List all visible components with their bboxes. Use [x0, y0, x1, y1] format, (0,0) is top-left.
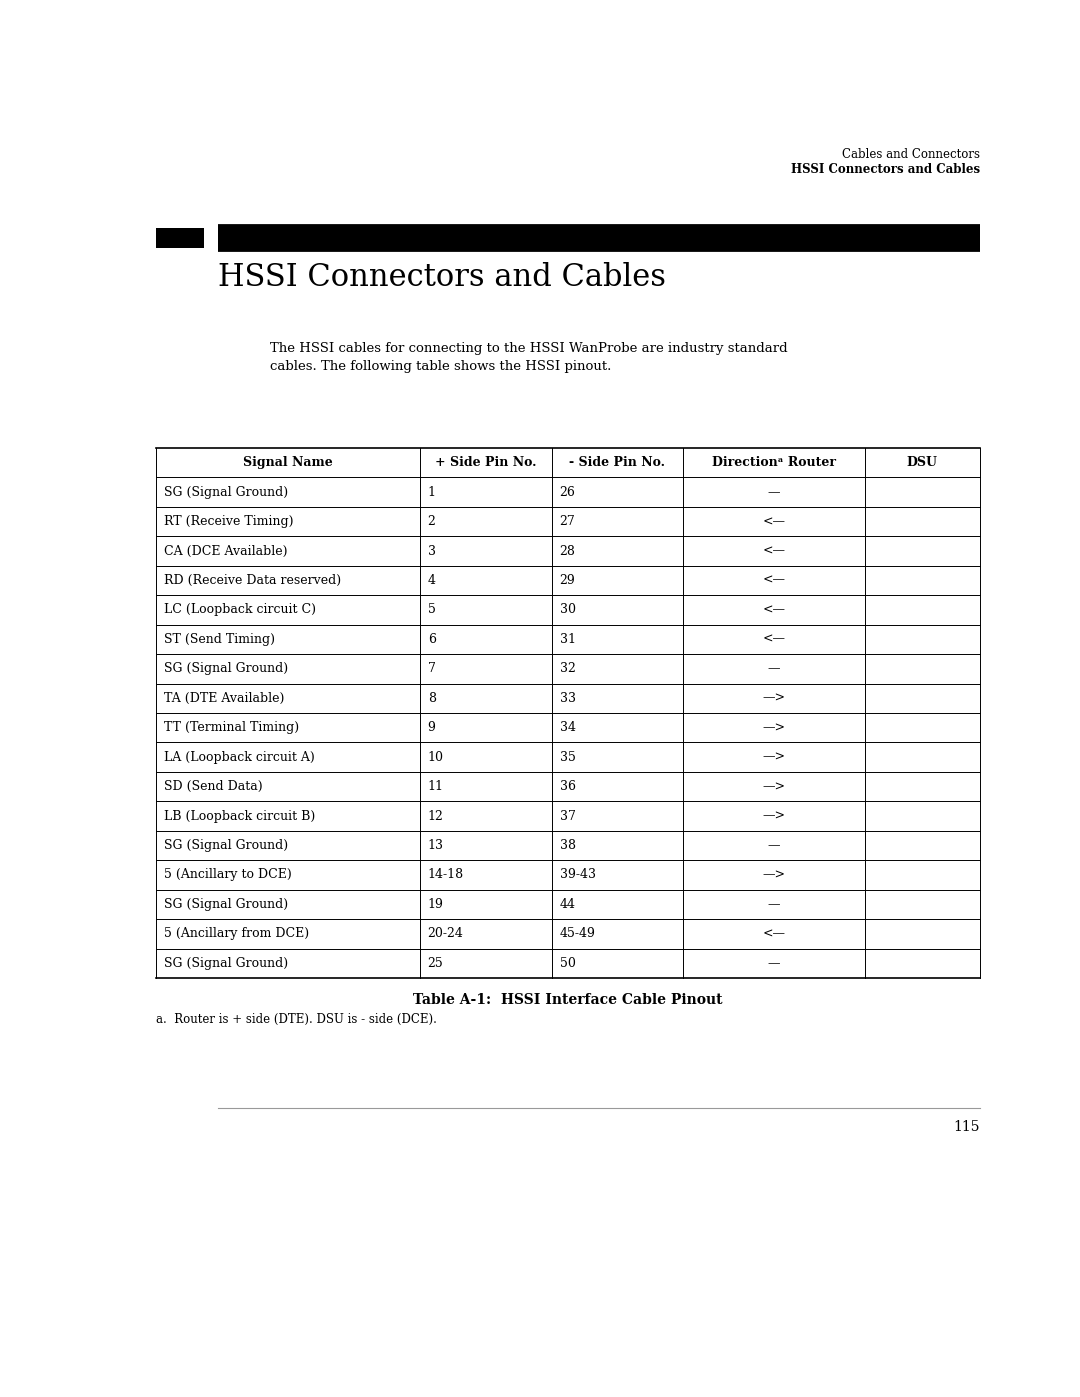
Text: 33: 33 — [559, 692, 576, 704]
Text: SG (Signal Ground): SG (Signal Ground) — [164, 662, 288, 675]
Text: LB (Loopback circuit B): LB (Loopback circuit B) — [164, 809, 315, 823]
Text: a.  Router is + side (DTE). DSU is - side (DCE).: a. Router is + side (DTE). DSU is - side… — [156, 1013, 437, 1025]
Text: LA (Loopback circuit A): LA (Loopback circuit A) — [164, 750, 314, 764]
Text: 26: 26 — [559, 486, 576, 499]
Text: cables. The following table shows the HSSI pinout.: cables. The following table shows the HS… — [270, 360, 611, 373]
Text: 14-18: 14-18 — [428, 869, 463, 882]
Text: 3: 3 — [428, 545, 435, 557]
Text: 7: 7 — [428, 662, 435, 675]
Text: —>: —> — [762, 809, 785, 823]
Text: —: — — [768, 898, 780, 911]
Text: Directionᵃ Router: Directionᵃ Router — [712, 457, 836, 469]
Text: 6: 6 — [428, 633, 435, 645]
Text: DSU: DSU — [907, 457, 937, 469]
Text: 32: 32 — [559, 662, 576, 675]
Text: HSSI Connectors and Cables: HSSI Connectors and Cables — [218, 263, 666, 293]
Text: —>: —> — [762, 869, 785, 882]
Text: —: — — [768, 957, 780, 970]
Text: 35: 35 — [559, 750, 576, 764]
Text: SG (Signal Ground): SG (Signal Ground) — [164, 486, 288, 499]
Text: 28: 28 — [559, 545, 576, 557]
Text: —>: —> — [762, 750, 785, 764]
Text: <—: <— — [762, 604, 785, 616]
Text: SG (Signal Ground): SG (Signal Ground) — [164, 898, 288, 911]
Text: 5 (Ancillary to DCE): 5 (Ancillary to DCE) — [164, 869, 292, 882]
Text: 115: 115 — [954, 1120, 980, 1134]
Text: 29: 29 — [559, 574, 576, 587]
Text: 4: 4 — [428, 574, 435, 587]
Text: —>: —> — [762, 721, 785, 735]
Text: Table A-1:  HSSI Interface Cable Pinout: Table A-1: HSSI Interface Cable Pinout — [414, 993, 723, 1007]
Bar — [156, 228, 204, 249]
Text: —>: —> — [762, 692, 785, 704]
Text: <—: <— — [762, 574, 785, 587]
Text: 8: 8 — [428, 692, 435, 704]
Text: 13: 13 — [428, 840, 444, 852]
Text: Cables and Connectors: Cables and Connectors — [842, 148, 980, 161]
Text: 5 (Ancillary from DCE): 5 (Ancillary from DCE) — [164, 928, 309, 940]
Text: 38: 38 — [559, 840, 576, 852]
Text: - Side Pin No.: - Side Pin No. — [569, 457, 665, 469]
Text: 12: 12 — [428, 809, 444, 823]
Text: 19: 19 — [428, 898, 444, 911]
Text: SD (Send Data): SD (Send Data) — [164, 780, 262, 793]
Text: <—: <— — [762, 515, 785, 528]
Text: 37: 37 — [559, 809, 576, 823]
Text: <—: <— — [762, 633, 785, 645]
Text: RT (Receive Timing): RT (Receive Timing) — [164, 515, 294, 528]
Text: <—: <— — [762, 545, 785, 557]
Text: 45-49: 45-49 — [559, 928, 595, 940]
Text: TA (DTE Available): TA (DTE Available) — [164, 692, 284, 704]
Text: 50: 50 — [559, 957, 576, 970]
Text: 2: 2 — [428, 515, 435, 528]
Text: CA (DCE Available): CA (DCE Available) — [164, 545, 287, 557]
Text: 31: 31 — [559, 633, 576, 645]
Text: The HSSI cables for connecting to the HSSI WanProbe are industry standard: The HSSI cables for connecting to the HS… — [270, 342, 787, 355]
Text: 1: 1 — [428, 486, 435, 499]
Text: 36: 36 — [559, 780, 576, 793]
Text: Signal Name: Signal Name — [243, 457, 333, 469]
Text: 25: 25 — [428, 957, 444, 970]
Text: 44: 44 — [559, 898, 576, 911]
Text: 39-43: 39-43 — [559, 869, 595, 882]
Text: TT (Terminal Timing): TT (Terminal Timing) — [164, 721, 299, 735]
Text: RD (Receive Data reserved): RD (Receive Data reserved) — [164, 574, 341, 587]
Text: —: — — [768, 662, 780, 675]
Text: LC (Loopback circuit C): LC (Loopback circuit C) — [164, 604, 316, 616]
Text: + Side Pin No.: + Side Pin No. — [435, 457, 537, 469]
Text: SG (Signal Ground): SG (Signal Ground) — [164, 957, 288, 970]
Text: HSSI Connectors and Cables: HSSI Connectors and Cables — [791, 163, 980, 176]
Text: SG (Signal Ground): SG (Signal Ground) — [164, 840, 288, 852]
Text: —>: —> — [762, 780, 785, 793]
Text: 11: 11 — [428, 780, 444, 793]
Text: 27: 27 — [559, 515, 576, 528]
Text: —: — — [768, 840, 780, 852]
Text: 34: 34 — [559, 721, 576, 735]
Text: 20-24: 20-24 — [428, 928, 463, 940]
Text: ST (Send Timing): ST (Send Timing) — [164, 633, 275, 645]
Text: 30: 30 — [559, 604, 576, 616]
Text: 9: 9 — [428, 721, 435, 735]
Text: —: — — [768, 486, 780, 499]
Text: 10: 10 — [428, 750, 444, 764]
Text: 5: 5 — [428, 604, 435, 616]
Text: <—: <— — [762, 928, 785, 940]
